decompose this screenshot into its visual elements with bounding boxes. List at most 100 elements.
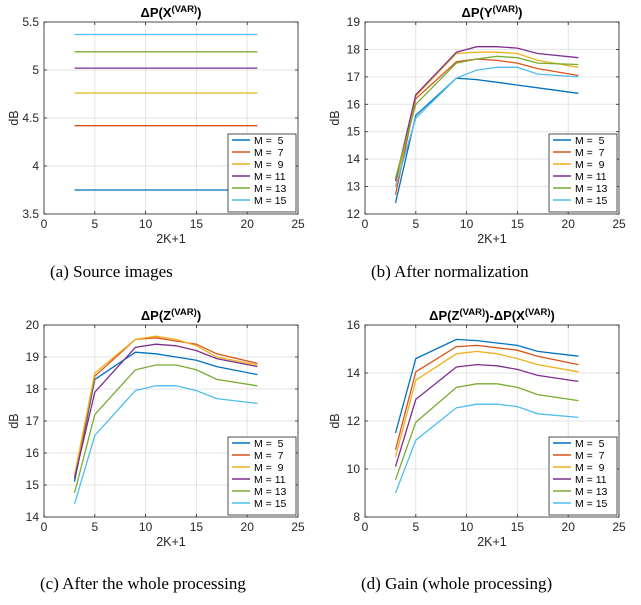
chart-title: ΔP(Z(VAR)): [141, 307, 201, 323]
y-axis-label: dB: [328, 413, 342, 428]
caption-d: (d) Gain (whole processing): [361, 574, 553, 593]
x-axis-label: 2K+1: [156, 535, 186, 549]
y-tick-label: 14: [347, 366, 361, 380]
y-tick-label: 17: [347, 70, 361, 84]
chart-title: ΔP(Y(VAR)): [461, 4, 522, 20]
series-line-m13: [73, 364, 258, 494]
series-line-m5: [394, 77, 579, 204]
legend-entry: M = 5: [254, 135, 284, 147]
y-tick-label: 5.5: [22, 15, 39, 29]
series-line-m15: [394, 403, 579, 494]
y-axis-label: dB: [328, 110, 342, 125]
legend-entry: M = 15: [575, 195, 608, 207]
x-tick-label: 0: [41, 520, 48, 534]
y-tick-label: 16: [347, 318, 361, 332]
x-tick-label: 5: [91, 520, 98, 534]
caption-c: (c) After the whole processing: [40, 574, 246, 593]
y-tick-label: 15: [26, 478, 40, 492]
x-tick-label: 20: [562, 217, 576, 231]
x-tick-label: 15: [190, 520, 204, 534]
legend-entry: M = 13: [575, 183, 608, 195]
y-tick-label: 20: [26, 318, 40, 332]
legend-entry: M = 13: [254, 486, 287, 498]
y-tick-label: 19: [26, 350, 40, 364]
x-axis-label: 2K+1: [477, 535, 507, 549]
x-tick-label: 10: [460, 217, 474, 231]
x-tick-label: 0: [41, 217, 48, 231]
chart-panel-c: 0 5 10 15 20 25 14 15 16 17 18 19 20 2K+1 dB ΔP(Z(VAR))…: [7, 307, 305, 549]
legend-entry: M = 7: [254, 450, 284, 462]
legend-box: [548, 436, 618, 516]
y-tick-label: 14: [26, 510, 40, 524]
x-tick-label: 15: [190, 217, 204, 231]
x-tick-label: 25: [291, 217, 305, 231]
chart-title: ΔP(Z(VAR))-ΔP(X(VAR)): [429, 307, 555, 323]
series-line-m11: [394, 46, 579, 182]
legend-entry: M = 9: [254, 462, 284, 474]
series-lines: [394, 46, 579, 204]
series-line-m5: [394, 338, 579, 434]
series-lines: [394, 338, 579, 494]
x-tick-label: 10: [139, 520, 153, 534]
y-tick-label: 19: [347, 15, 361, 29]
x-axis-label: 2K+1: [156, 232, 186, 246]
legend-entry: M = 11: [254, 171, 286, 183]
chart-title: ΔP(X(VAR)): [140, 4, 201, 20]
x-tick-label: 20: [241, 217, 255, 231]
x-tick-label: 5: [412, 520, 419, 534]
y-tick-label: 5: [32, 63, 39, 77]
caption-b: (b) After normalization: [371, 262, 529, 281]
series-line-m13: [394, 55, 579, 179]
legend-entry: M = 9: [575, 462, 605, 474]
y-tick-label: 18: [26, 382, 40, 396]
series-lines: [74, 33, 258, 191]
legend-entry: M = 7: [575, 450, 605, 462]
x-tick-label: 0: [362, 520, 369, 534]
x-tick-label: 15: [511, 520, 525, 534]
y-tick-label: 4.5: [22, 111, 39, 125]
series-line-m7: [394, 344, 579, 450]
series-line-m7: [394, 58, 579, 195]
x-tick-label: 25: [612, 520, 626, 534]
legend-entry: M = 13: [575, 486, 608, 498]
caption-a: (a) Source images: [50, 262, 173, 281]
legend-entry: M = 5: [575, 135, 605, 147]
ticks: 0 5 10 15 20 25 12 13 14 15 16 17 18 19: [347, 15, 626, 231]
y-tick-label: 12: [347, 414, 361, 428]
legend-entry: M = 11: [254, 474, 286, 486]
series-line-m15: [73, 385, 258, 505]
legend-entry: M = 13: [254, 183, 287, 195]
legend-entry: M = 5: [575, 438, 605, 450]
series-line-m9: [394, 51, 579, 187]
x-tick-label: 20: [241, 520, 255, 534]
x-axis-label: 2K+1: [477, 232, 507, 246]
x-tick-label: 25: [291, 520, 305, 534]
y-tick-label: 13: [347, 180, 361, 194]
y-tick-label: 12: [347, 207, 361, 221]
legend: M = 5M = 7M = 9M = 11M = 13M = 15: [548, 436, 618, 516]
y-tick-label: 8: [353, 510, 360, 524]
chart-panel-a: 0 5 10 15 20 25 3.5 4 4.5 5 5.5 2K+1 dB ΔP(X(VAR)) M =…: [7, 4, 305, 246]
x-tick-label: 10: [139, 217, 153, 231]
series-line-m9: [394, 350, 579, 458]
legend-entry: M = 11: [575, 474, 607, 486]
legend-entry: M = 9: [254, 159, 284, 171]
legend: M = 5M = 7M = 9M = 11M = 13M = 15: [548, 133, 618, 213]
legend-entry: M = 15: [575, 498, 608, 510]
legend-box: [548, 133, 618, 213]
ticks: 0 5 10 15 20 25 3.5 4 4.5 5 5.5: [22, 15, 305, 231]
series-line-m11: [394, 363, 579, 467]
y-tick-label: 3.5: [22, 207, 39, 221]
legend-entry: M = 5: [254, 438, 284, 450]
y-tick-label: 14: [347, 152, 361, 166]
y-tick-label: 16: [347, 97, 361, 111]
y-axis-label: dB: [7, 110, 21, 125]
y-tick-label: 16: [26, 446, 40, 460]
axes-box: [364, 21, 620, 215]
series-line-m13: [394, 383, 579, 481]
ticks: 0 5 10 15 20 25 14 15 16 17 18 19 20: [26, 318, 305, 534]
x-tick-label: 15: [511, 217, 525, 231]
legend-entry: M = 9: [575, 159, 605, 171]
y-tick-label: 4: [32, 159, 39, 173]
